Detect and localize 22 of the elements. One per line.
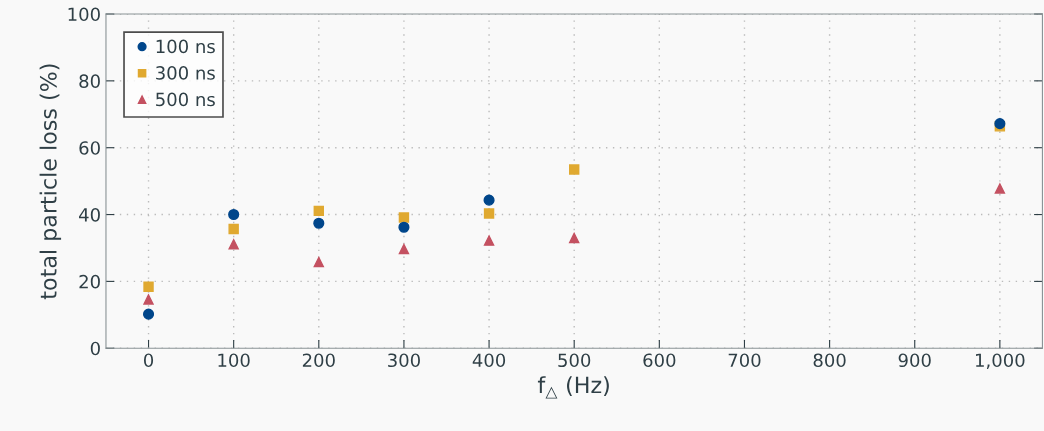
x-tick-label: 1,000 [976, 353, 1025, 369]
y-tick-label: 0 [90, 341, 100, 356]
x-tick-label: 400 [472, 353, 506, 368]
x-tick-label: 700 [728, 353, 761, 368]
x-tick-label: 600 [643, 353, 676, 368]
x-tick-label: 300 [388, 353, 420, 368]
y-tick-label: 100 [68, 7, 100, 22]
legend-label: 100 ns [156, 39, 215, 54]
legend-label: 300 ns [156, 66, 215, 80]
x-tick-label: 0 [143, 353, 154, 368]
y-tick-label: 60 [79, 141, 100, 155]
x-tick-label: 900 [898, 353, 931, 368]
y-tick-label: 80 [79, 74, 100, 88]
y-tick-label: 40 [79, 208, 100, 222]
x-tick-label: 100 [218, 353, 250, 368]
x-axis-title: f$_{△}$ (Hz) [537, 376, 609, 399]
y-axis-title: total particle loss (%) [39, 64, 62, 300]
legend-label: 500 ns [156, 92, 215, 107]
x-tick-label: 200 [302, 353, 335, 368]
x-tick-label: 500 [558, 353, 591, 368]
y-tick-label: 20 [79, 274, 100, 289]
x-tick-label: 800 [813, 353, 846, 368]
